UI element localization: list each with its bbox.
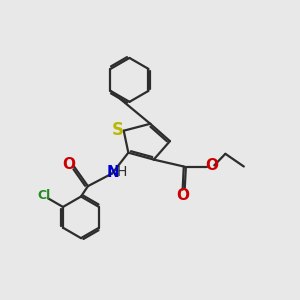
Text: H: H [117, 165, 127, 179]
Text: N: N [106, 166, 119, 181]
Text: O: O [62, 157, 75, 172]
Text: O: O [176, 188, 189, 203]
Text: Cl: Cl [37, 189, 50, 202]
Text: O: O [206, 158, 218, 173]
Text: S: S [111, 121, 123, 139]
